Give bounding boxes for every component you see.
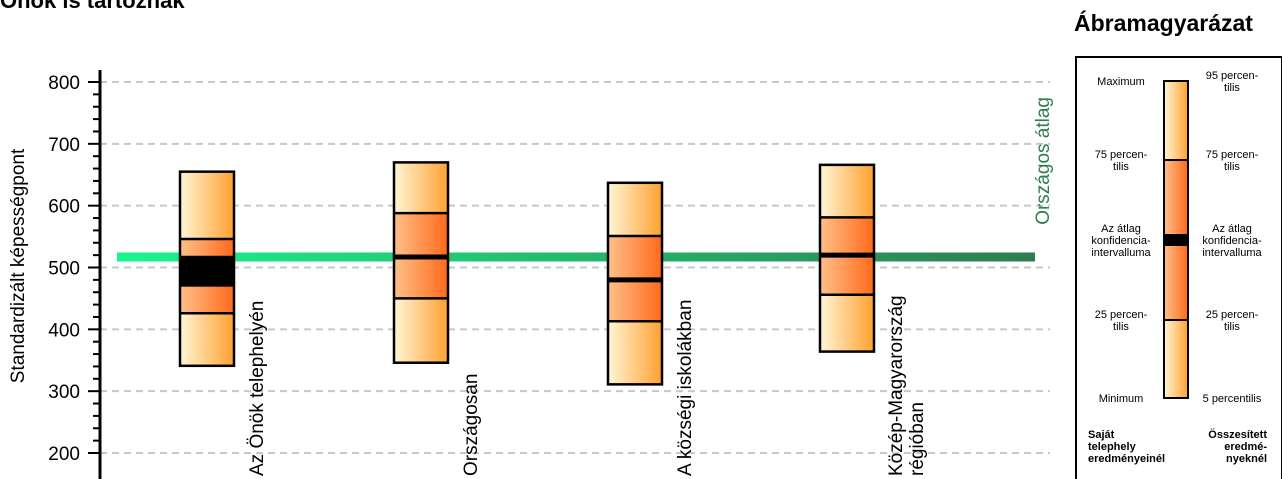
box-upper-segment	[608, 182, 662, 236]
legend-ci-mark	[1164, 234, 1188, 246]
legend-right-label: Az átlag konfidencia-intervalluma	[1202, 223, 1262, 259]
legend-right-label: 95 percen-tilis	[1206, 70, 1259, 94]
mean-confidence-interval	[608, 277, 662, 283]
y-tick-label: 200	[48, 444, 80, 465]
box-1	[178, 170, 236, 368]
category-labels: Az Önök telephelyén Országosan A községi i…	[247, 295, 928, 476]
y-tick-label: 300	[48, 382, 80, 403]
category-label: Országosan	[461, 374, 482, 476]
box-4	[818, 163, 876, 353]
legend-right-label: 75 percen-tilis	[1206, 149, 1259, 173]
grid-lines	[100, 81, 1050, 454]
box-lower-segment	[820, 294, 874, 352]
legend-left-label: Minimum	[1099, 393, 1144, 405]
legend-title: Ábramagyarázat	[1074, 10, 1253, 36]
category-label: régióban	[907, 402, 928, 476]
y-tick-label: 700	[48, 135, 80, 156]
category-label: A községi iskolákban	[675, 300, 696, 476]
boxes-layer	[178, 161, 876, 386]
y-axis-title: Standardizált képességpont	[8, 148, 29, 383]
box-upper-segment	[180, 171, 234, 240]
y-tick-label: 600	[48, 197, 80, 218]
national-average-layer: Országos átlag	[117, 97, 1054, 262]
legend-footer-right: Összesített eredmé-nyeknél	[1208, 428, 1267, 465]
y-tick-label: 500	[48, 259, 80, 280]
box-outline	[606, 181, 664, 386]
mean-confidence-interval	[180, 255, 234, 287]
legend-lower-segment	[1164, 320, 1188, 398]
legend-left-label: 75 percen-tilis	[1095, 149, 1148, 173]
mean-confidence-interval	[394, 254, 448, 260]
box-lower-segment	[608, 321, 662, 385]
national-average-line	[117, 252, 1035, 262]
y-tick-label: 400	[48, 320, 80, 341]
box-3	[606, 181, 664, 386]
box-lower-segment	[180, 313, 234, 366]
box-upper-segment	[820, 164, 874, 218]
category-label: Az Önök telephelyén	[247, 301, 268, 476]
box-outline	[392, 161, 450, 364]
y-tick-label: 800	[48, 73, 80, 94]
category-label: Közép-Magyarország	[886, 295, 907, 476]
national-average-label: Országos átlag	[1033, 97, 1054, 225]
page-title: Önök is tartoznak	[0, 0, 185, 13]
legend-right-label: 25 percen-tilis	[1206, 309, 1259, 333]
legend-left-label: 25 percen-tilis	[1095, 309, 1148, 333]
legend-panel: Maximum 75 percen-tilis Az átlag konfidenci…	[1075, 56, 1282, 479]
box-2	[392, 161, 450, 364]
legend-left-label: Maximum	[1097, 76, 1145, 88]
y-axis: 200 300 400 500 600 700 800 Standardizált képes…	[8, 70, 102, 479]
box-outline	[818, 163, 876, 353]
legend-left-label: Az átlag konfidencia-intervalluma	[1091, 223, 1151, 259]
legend-footer-left: Saját telephely eredményeinél	[1088, 429, 1165, 465]
legend-right-label: 5 percentilis	[1203, 393, 1262, 405]
legend-upper-segment	[1164, 81, 1188, 160]
box-lower-segment	[394, 298, 448, 363]
box-upper-segment	[394, 162, 448, 214]
mean-confidence-interval	[820, 252, 874, 258]
